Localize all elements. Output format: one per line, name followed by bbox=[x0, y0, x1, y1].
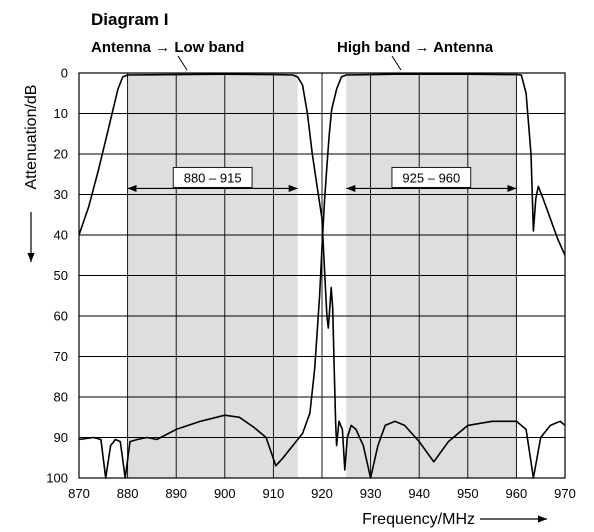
axis-labels: Frequency/MHz Attenuation/dB bbox=[23, 85, 547, 528]
x-tick-label-920: 920 bbox=[311, 486, 333, 501]
series-leader-2 bbox=[391, 55, 402, 71]
x-tick-label-940: 940 bbox=[408, 486, 430, 501]
x-tick-label-910: 910 bbox=[263, 486, 285, 501]
series-line-2 bbox=[79, 73, 565, 479]
curves bbox=[79, 73, 565, 479]
chart-title: Diagram I bbox=[91, 10, 168, 29]
y-tick-label-70: 70 bbox=[54, 349, 68, 364]
x-tick-label-950: 950 bbox=[457, 486, 479, 501]
y-tick-label-30: 30 bbox=[54, 187, 68, 202]
y-tick-label-50: 50 bbox=[54, 268, 68, 283]
plot-border bbox=[78, 72, 566, 479]
passband-label-box-1 bbox=[172, 166, 253, 188]
series-line-1 bbox=[79, 73, 565, 479]
x-axis-label: Frequency/MHz bbox=[362, 511, 475, 528]
y-tick-label-0: 0 bbox=[61, 66, 68, 81]
series-leader-1 bbox=[177, 55, 188, 71]
y-tick-label-90: 90 bbox=[54, 430, 68, 445]
y-tick-label-20: 20 bbox=[54, 147, 68, 162]
x-tick-label-930: 930 bbox=[360, 486, 382, 501]
passband-label-box-2 bbox=[391, 166, 472, 188]
x-tick-label-900: 900 bbox=[214, 486, 236, 501]
y-tick-label-100: 100 bbox=[46, 471, 68, 486]
tick-labels: 870 880 890 900 910 920 930 940 950 960 970 0 10 20 30… bbox=[46, 66, 576, 502]
x-tick-label-870: 870 bbox=[68, 486, 90, 501]
passband-label-2: 925 – 960 bbox=[402, 170, 460, 185]
passband-annotations: 880 – 915 925 – 960 Antenna → Low band High… bbox=[91, 39, 517, 193]
x-tick-label-880: 880 bbox=[117, 486, 139, 501]
passband-label-1: 880 – 915 bbox=[184, 170, 242, 185]
x-tick-label-890: 890 bbox=[165, 486, 187, 501]
x-tick-label-970: 970 bbox=[554, 486, 576, 501]
y-tick-label-10: 10 bbox=[54, 106, 68, 121]
y-tick-label-60: 60 bbox=[54, 309, 68, 324]
y-axis-label: Attenuation/dB bbox=[23, 85, 40, 190]
plot-frame bbox=[78, 72, 566, 479]
series-label-2: High band → Antenna bbox=[337, 39, 494, 56]
y-tick-label-80: 80 bbox=[54, 390, 68, 405]
x-tick-label-960: 960 bbox=[506, 486, 528, 501]
series-label-1: Antenna → Low band bbox=[91, 39, 244, 56]
y-tick-label-40: 40 bbox=[54, 228, 68, 243]
